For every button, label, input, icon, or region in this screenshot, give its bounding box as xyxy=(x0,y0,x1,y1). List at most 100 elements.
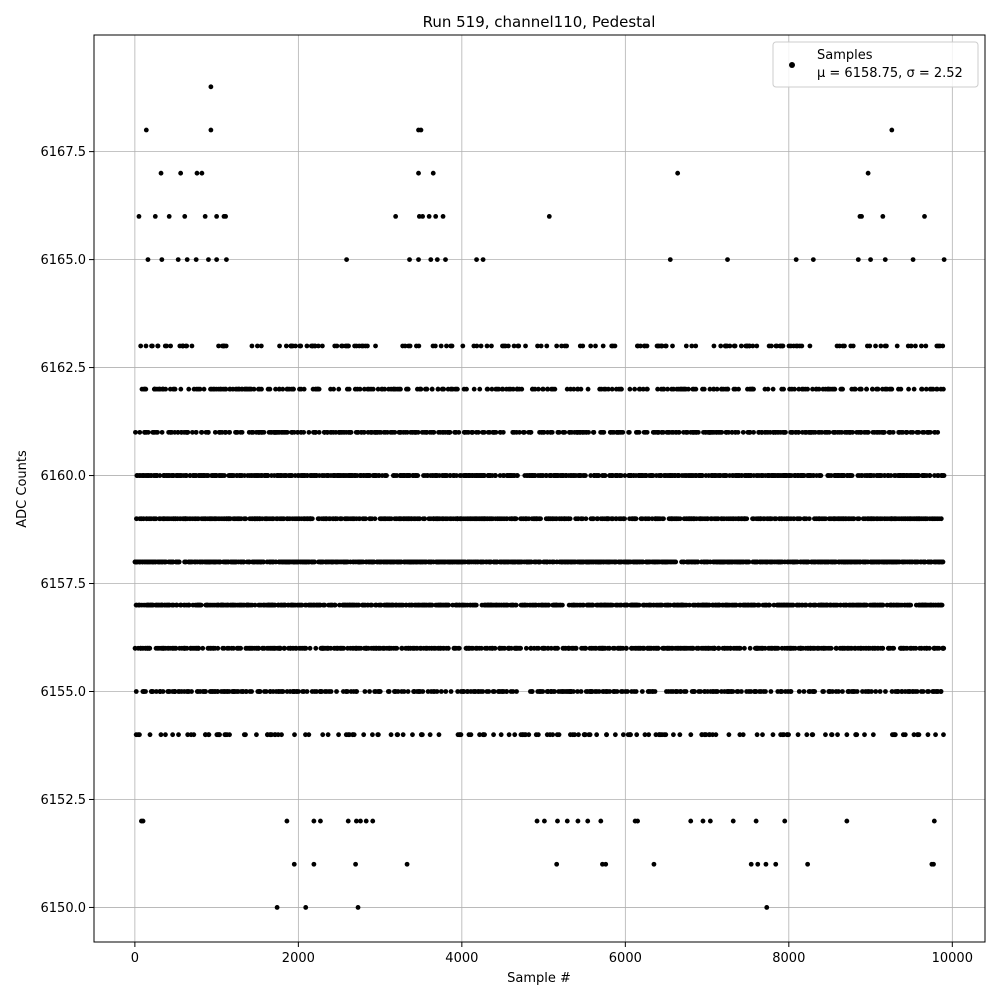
data-point xyxy=(382,386,388,392)
data-point xyxy=(801,689,807,694)
data-point xyxy=(354,689,360,694)
data-point xyxy=(519,386,525,392)
data-point xyxy=(189,343,195,349)
data-point xyxy=(513,516,519,522)
data-point xyxy=(480,689,486,694)
data-point xyxy=(189,689,194,694)
data-point xyxy=(296,689,301,694)
data-point xyxy=(377,689,383,694)
data-point xyxy=(223,343,229,349)
data-point xyxy=(594,732,600,738)
data-point xyxy=(738,343,744,349)
data-point xyxy=(854,689,860,694)
data-point xyxy=(206,732,212,738)
data-point xyxy=(768,343,774,349)
data-point xyxy=(498,732,504,738)
data-point xyxy=(291,386,296,392)
data-point xyxy=(157,473,163,478)
data-point xyxy=(612,732,618,738)
data-point xyxy=(751,386,756,392)
data-point xyxy=(418,386,424,392)
data-point xyxy=(686,386,691,392)
data-point xyxy=(661,516,666,522)
data-point xyxy=(424,386,430,392)
data-point xyxy=(384,473,389,478)
data-point xyxy=(562,429,568,435)
data-point xyxy=(473,602,479,608)
data-point xyxy=(341,645,347,651)
data-point xyxy=(754,732,760,738)
data-point xyxy=(780,343,786,349)
data-point xyxy=(633,516,639,522)
data-point xyxy=(644,343,650,349)
data-point xyxy=(345,689,350,694)
data-point xyxy=(556,732,562,738)
data-point xyxy=(505,343,511,349)
data-point xyxy=(726,732,732,738)
data-point xyxy=(578,386,584,392)
data-point xyxy=(468,732,474,738)
data-point xyxy=(807,343,813,349)
data-point xyxy=(370,732,375,738)
data-point xyxy=(239,429,245,435)
data-point xyxy=(150,689,156,694)
data-point xyxy=(186,386,192,392)
data-point xyxy=(862,732,867,738)
data-point xyxy=(279,732,284,738)
data-point xyxy=(781,386,786,392)
data-point xyxy=(663,343,669,349)
data-point xyxy=(394,645,400,651)
data-point xyxy=(828,645,834,651)
data-point xyxy=(644,429,650,435)
data-point xyxy=(768,689,774,694)
data-point xyxy=(832,386,838,392)
data-point xyxy=(586,429,591,435)
data-point xyxy=(633,689,639,694)
data-point xyxy=(792,386,797,392)
data-point xyxy=(398,386,403,392)
data-point xyxy=(713,732,719,738)
data-point xyxy=(852,386,858,392)
data-point xyxy=(143,343,149,349)
data-point xyxy=(840,689,845,694)
data-point xyxy=(348,429,354,435)
data-point xyxy=(470,429,476,435)
data-point xyxy=(265,473,271,478)
data-point xyxy=(514,689,519,694)
data-point xyxy=(319,343,325,349)
data-point xyxy=(205,429,211,435)
data-point xyxy=(143,689,148,694)
data-point xyxy=(137,429,143,435)
data-point xyxy=(312,559,318,565)
data-point xyxy=(477,386,483,392)
data-point xyxy=(309,516,315,522)
data-point xyxy=(267,386,273,392)
data-point xyxy=(763,689,768,694)
data-point xyxy=(796,689,802,694)
data-point xyxy=(291,429,297,435)
data-point xyxy=(158,732,164,738)
data-point xyxy=(325,732,331,738)
data-point xyxy=(821,689,826,694)
data-point xyxy=(293,343,298,349)
data-point xyxy=(445,645,451,651)
data-point xyxy=(475,429,481,435)
data-point xyxy=(402,343,408,349)
data-point xyxy=(410,732,415,738)
data-point xyxy=(754,343,760,349)
data-point xyxy=(550,732,556,738)
data-point xyxy=(823,732,828,738)
data-point xyxy=(261,559,266,565)
data-point xyxy=(767,602,773,608)
data-point xyxy=(186,602,192,608)
data-point xyxy=(693,343,699,349)
data-point xyxy=(298,343,304,349)
data-point xyxy=(449,343,455,349)
data-point xyxy=(602,473,608,478)
data-point xyxy=(799,343,805,349)
data-point xyxy=(737,645,743,651)
data-point xyxy=(191,732,197,738)
data-point xyxy=(786,732,791,738)
data-point xyxy=(751,429,756,435)
data-point xyxy=(243,732,248,738)
